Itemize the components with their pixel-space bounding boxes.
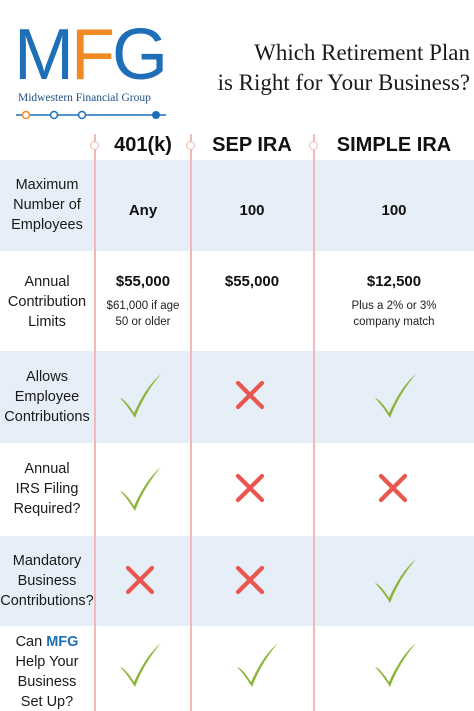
row-label-brand: MFG bbox=[46, 634, 79, 650]
cell-sep-max-employees: 100 bbox=[239, 202, 265, 219]
row-label-contribution-limits: Annual Contribution Limits bbox=[0, 272, 94, 332]
cross-icon bbox=[125, 565, 155, 595]
row-label-line: Business bbox=[17, 573, 77, 589]
row-label-line: Business bbox=[17, 674, 77, 690]
row-label-line: Limits bbox=[28, 314, 66, 330]
cross-icon bbox=[235, 473, 265, 503]
header: MFG Midwestern Financial Group Which Ret… bbox=[0, 0, 474, 130]
cell-sub-line: Plus a 2% or 3% bbox=[351, 300, 437, 312]
page-title-line-1: Which Retirement Plan bbox=[254, 40, 470, 65]
row-label-line: Set Up? bbox=[20, 694, 74, 710]
row-band-5 bbox=[0, 536, 474, 626]
column-header-simple-ira: SIMPLE IRA bbox=[336, 134, 452, 156]
cell-sub-note: Plus a 2% or 3% company match bbox=[314, 298, 474, 330]
row-label-line: Allows bbox=[26, 369, 68, 385]
mark-sep-employee-contributions bbox=[234, 379, 266, 416]
page-title: Which Retirement Plan is Right for Your … bbox=[174, 38, 470, 98]
row-band-3 bbox=[0, 351, 474, 443]
cell-401k-max-employees: Any bbox=[128, 202, 158, 219]
row-label-line: Contributions? bbox=[0, 593, 94, 609]
cell-sub-line: 50 or older bbox=[115, 316, 171, 328]
logo-dots-icon bbox=[16, 110, 166, 120]
row-band-2 bbox=[0, 251, 474, 351]
column-divider-1-dot bbox=[89, 141, 99, 150]
cell-sub-line: company match bbox=[353, 316, 435, 328]
row-label-employee-contributions: Allows Employee Contributions bbox=[0, 367, 94, 427]
row-label-line: Mandatory bbox=[12, 553, 82, 569]
cross-icon bbox=[235, 380, 265, 410]
column-header-401k: 401(k) bbox=[114, 134, 172, 156]
logo-letter-m: M bbox=[14, 15, 74, 95]
column-divider-3 bbox=[313, 134, 315, 711]
mark-simple-irs-filing bbox=[377, 472, 409, 509]
check-icon bbox=[237, 643, 278, 687]
row-band-1 bbox=[0, 160, 474, 251]
check-icon bbox=[120, 467, 161, 511]
mark-sep-mfg-help bbox=[234, 641, 280, 694]
logo-letter-f: F bbox=[70, 15, 115, 95]
row-label-irs-filing: Annual IRS Filing Required? bbox=[0, 459, 94, 519]
row-label-line: Annual bbox=[24, 461, 70, 477]
mark-401k-employee-contributions bbox=[117, 372, 163, 425]
cell-sub-line: $61,000 if age bbox=[106, 300, 180, 312]
column-divider-2 bbox=[190, 134, 192, 711]
mark-401k-mfg-help bbox=[117, 641, 163, 694]
mark-401k-mandatory-contributions bbox=[124, 564, 156, 601]
row-band-6 bbox=[0, 626, 474, 711]
cross-icon bbox=[235, 565, 265, 595]
cell-401k-contribution-limits: $55,000 $61,000 if age 50 or older bbox=[96, 273, 190, 330]
logo-letters: MFG bbox=[14, 19, 168, 91]
mark-simple-mandatory-contributions bbox=[372, 557, 418, 610]
row-label-line: Contribution bbox=[7, 294, 87, 310]
row-label-mfg-help: Can MFG Help Your Business Set Up? bbox=[0, 632, 94, 711]
check-icon bbox=[375, 374, 416, 418]
column-header-sep-ira: SEP IRA bbox=[212, 134, 292, 156]
mfg-logo: MFG Midwestern Financial Group bbox=[12, 19, 170, 120]
check-icon bbox=[375, 643, 416, 687]
cell-simple-max-employees: 100 bbox=[381, 202, 407, 219]
row-label-line: Number of bbox=[13, 197, 81, 213]
check-icon bbox=[120, 643, 161, 687]
row-label-line: Help Your bbox=[15, 654, 79, 670]
row-label-line: Required? bbox=[13, 501, 81, 517]
cell-sep-contribution-limits: $55,000 bbox=[224, 273, 280, 290]
mark-sep-mandatory-contributions bbox=[234, 564, 266, 601]
row-label-line: Maximum bbox=[15, 177, 79, 193]
column-divider-2-dot bbox=[185, 141, 195, 150]
mark-sep-irs-filing bbox=[234, 472, 266, 509]
cross-icon bbox=[378, 473, 408, 503]
check-icon bbox=[120, 374, 161, 418]
mark-simple-mfg-help bbox=[372, 641, 418, 694]
row-label-line: Employee bbox=[14, 389, 80, 405]
column-divider-3-dot bbox=[308, 141, 318, 150]
mark-401k-irs-filing bbox=[117, 465, 163, 518]
row-label-line: Contributions bbox=[4, 409, 90, 425]
logo-letter-g: G bbox=[111, 15, 168, 95]
row-label-prefix: Can bbox=[15, 634, 47, 650]
cell-simple-contribution-limits: $12,500 Plus a 2% or 3% company match bbox=[314, 273, 474, 330]
row-label-max-employees: Maximum Number of Employees bbox=[0, 175, 94, 235]
page-title-line-2: is Right for Your Business? bbox=[217, 70, 470, 95]
logo-subtitle: Midwestern Financial Group bbox=[18, 92, 151, 104]
row-label-line: IRS Filing bbox=[15, 481, 79, 497]
column-divider-1 bbox=[94, 134, 96, 711]
row-label-line: Can MFG bbox=[0, 632, 94, 652]
row-label-line: Employees bbox=[11, 217, 83, 233]
check-icon bbox=[375, 559, 416, 603]
row-label-mandatory-contributions: Mandatory Business Contributions? bbox=[0, 551, 94, 611]
mark-simple-employee-contributions bbox=[372, 372, 418, 425]
cell-main-value: $12,500 bbox=[366, 273, 422, 290]
row-label-line: Annual bbox=[24, 274, 70, 290]
cell-sub-note: $61,000 if age 50 or older bbox=[96, 298, 190, 330]
cell-main-value: $55,000 bbox=[115, 273, 171, 290]
